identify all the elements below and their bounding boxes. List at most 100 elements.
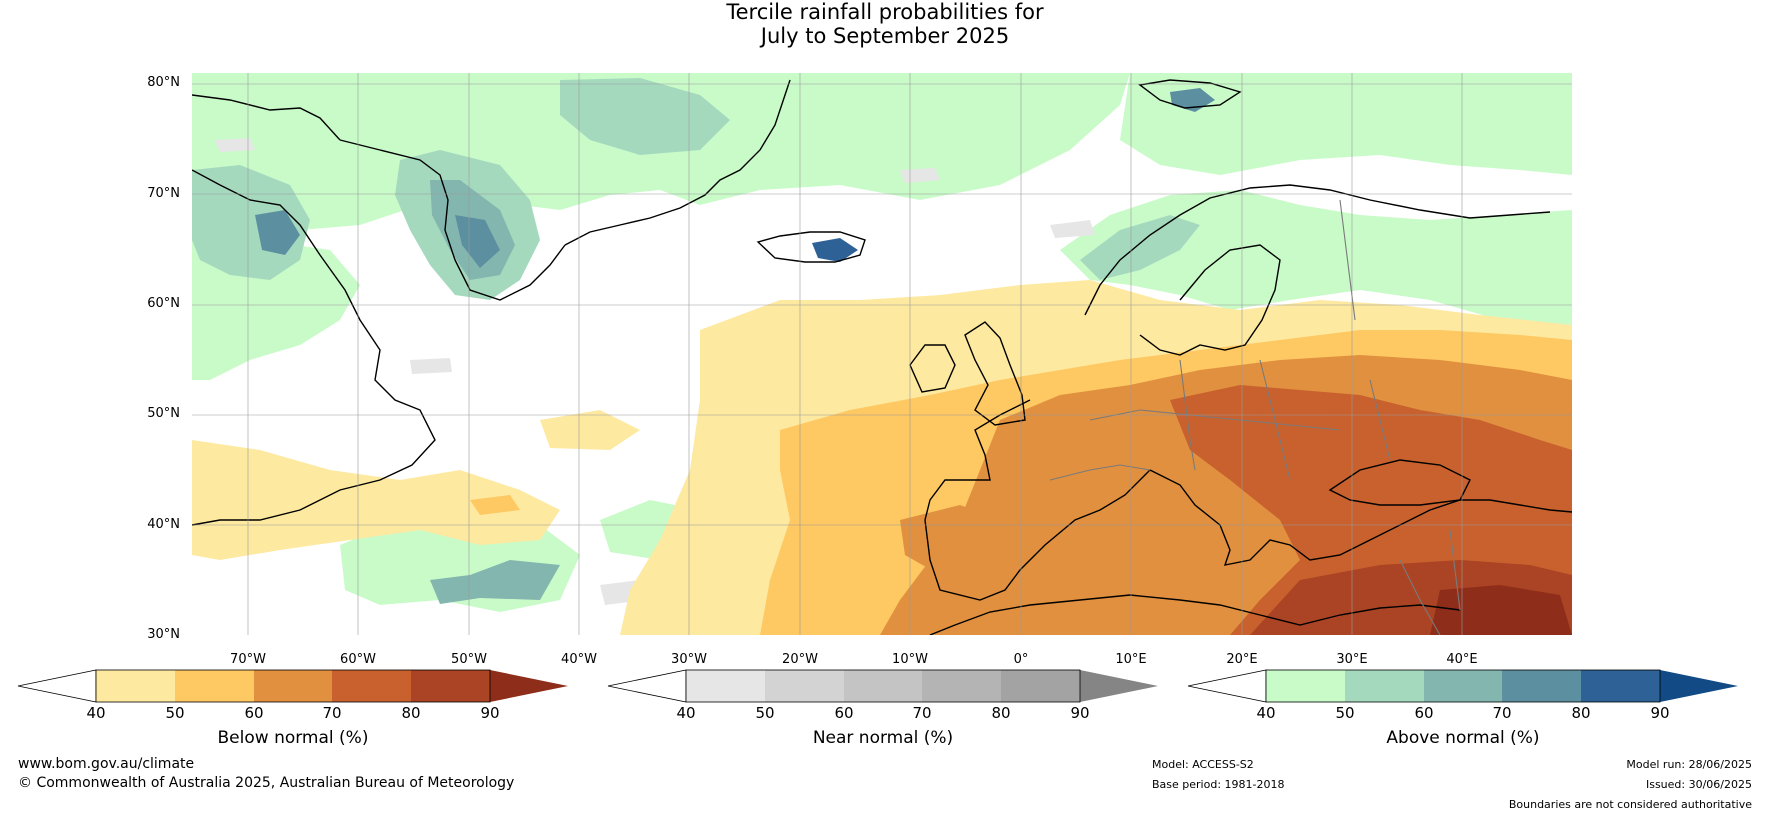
coastline-canada — [192, 169, 436, 526]
lat-label-60n: 60°N — [147, 296, 180, 311]
boundary-line — [1369, 379, 1391, 461]
colorbar-below-label: Below normal (%) — [217, 728, 369, 748]
colorbar-below-low-triangle — [17, 669, 97, 703]
colorbar-above-tick-70: 70 — [1492, 704, 1512, 722]
footer-model: Model: ACCESS-S2 — [1152, 758, 1254, 771]
colorbar-below-frame — [95, 669, 491, 703]
colorbar-near-bin-60-70 — [844, 670, 922, 702]
map-area — [192, 73, 1572, 635]
coastline-greenland-east — [564, 79, 791, 246]
colorbar-below-tick-60: 60 — [244, 704, 264, 722]
footer-model-run: Model run: 28/06/2025 — [1626, 758, 1752, 771]
colorbar-below-tick-70: 70 — [322, 704, 342, 722]
above-normal-iceland — [812, 238, 858, 262]
lat-label-30n: 30°N — [147, 627, 180, 642]
boundary-line — [1449, 529, 1461, 611]
coastline-ireland — [909, 344, 956, 393]
colorbar-near-tick-50: 50 — [755, 704, 775, 722]
above-normal-arctic-east — [1120, 73, 1572, 175]
above-normal-norway-coast — [1080, 215, 1200, 280]
colorbar-above-tick-80: 80 — [1571, 704, 1591, 722]
lon-label-20w: 20°W — [782, 652, 818, 667]
coastline-arctic-archipelago — [192, 94, 341, 141]
colorbar-near-normal — [607, 669, 1158, 703]
below-normal-patch — [540, 410, 640, 450]
below-normal-extreme — [1430, 585, 1572, 635]
lon-label-40w: 40°W — [561, 652, 597, 667]
above-normal-arctic-band — [192, 73, 1130, 255]
colorbar-below-high-triangle — [490, 670, 568, 702]
coastline-iceland — [756, 231, 866, 263]
map-title: Tercile rainfall probabilities for July … — [0, 0, 1770, 48]
lon-label-30e: 30°E — [1336, 652, 1368, 667]
boundary-line — [1049, 464, 1151, 481]
above-normal-greenland-core — [455, 215, 500, 268]
below-normal-regions — [192, 280, 1572, 635]
coastline-britain — [964, 321, 1026, 426]
lon-label-60w: 60°W — [340, 652, 376, 667]
above-normal-greenland-interior — [560, 78, 730, 155]
colorbar-below-bin-60-70 — [254, 670, 332, 702]
footer-copyright: © Commonwealth of Australia 2025, Austra… — [18, 775, 515, 791]
colorbar-above-bin-70-80 — [1502, 670, 1581, 702]
footer-website: www.bom.gov.au/climate — [18, 756, 195, 772]
colorbar-above-tick-60: 60 — [1414, 704, 1434, 722]
above-normal-atlantic-strong — [430, 560, 560, 604]
colorbar-near-bin-50-60 — [765, 670, 844, 702]
near-normal-patch — [215, 138, 255, 152]
colorbar-above-label: Above normal (%) — [1386, 728, 1540, 748]
lat-label-50n: 50°N — [147, 406, 180, 421]
footer-base-period: Base period: 1981-2018 — [1152, 778, 1285, 791]
below-normal-patch — [470, 495, 520, 515]
coastline-norway — [1084, 184, 1551, 316]
colorbar-near-tick-70: 70 — [912, 704, 932, 722]
coastline-greenland-west — [339, 139, 566, 301]
country-boundaries — [1049, 199, 1461, 635]
colorbar-near-label: Near normal (%) — [812, 728, 954, 748]
colorbar-above-bin-80-90 — [1581, 670, 1660, 702]
colorbar-near-frame — [685, 669, 1081, 703]
colorbar-near-tick-60: 60 — [834, 704, 854, 722]
colorbar-above-bin-60-70 — [1424, 670, 1502, 702]
coastline-continent-atlantic — [924, 399, 1151, 601]
colorbar-above-bin-50-60 — [1345, 670, 1424, 702]
title-line-2: July to September 2025 — [760, 24, 1010, 48]
footer-disclaimer: Boundaries are not considered authoritat… — [1508, 798, 1752, 811]
colorbar-near-bin-70-80 — [922, 670, 1001, 702]
lat-label-70n: 70°N — [147, 186, 180, 201]
colorbar-near-high-triangle — [1080, 670, 1158, 702]
footer-issued: Issued: 30/06/2025 — [1645, 778, 1752, 791]
graticule — [192, 73, 1572, 635]
below-normal-west-atlantic — [192, 440, 560, 560]
lon-label-20e: 20°E — [1226, 652, 1258, 667]
near-normal-patch — [1050, 220, 1095, 238]
colorbar-near-bin-40-50 — [686, 670, 765, 702]
colorbar-above-low-triangle — [1187, 669, 1267, 703]
lat-label-80n: 80°N — [147, 75, 180, 90]
colorbar-below-tick-40: 40 — [86, 704, 106, 722]
boundary-line — [1089, 409, 1341, 431]
colorbar-above-bin-40-50 — [1266, 670, 1345, 702]
lon-label-70w: 70°W — [230, 652, 266, 667]
boundary-line — [1399, 559, 1441, 635]
colorbar-below-bin-50-60 — [175, 670, 254, 702]
coastline-baltic — [1139, 244, 1281, 356]
colorbar-below-normal — [17, 669, 568, 703]
coastline-svalbard — [1138, 79, 1242, 109]
colorbar-above-tick-40: 40 — [1256, 704, 1276, 722]
lon-label-40e: 40°E — [1446, 652, 1478, 667]
lon-label-50w: 50°W — [451, 652, 487, 667]
lon-label-0: 0° — [1013, 652, 1029, 667]
colorbar-above-tick-50: 50 — [1335, 704, 1355, 722]
colorbar-below-bin-70-80 — [332, 670, 411, 702]
colorbar-below-tick-90: 90 — [480, 704, 500, 722]
colorbar-above-tick-90: 90 — [1650, 704, 1670, 722]
colorbar-near-tick-90: 90 — [1070, 704, 1090, 722]
title-line-1: Tercile rainfall probabilities for — [726, 0, 1044, 24]
colorbar-near-low-triangle — [607, 669, 687, 703]
colorbar-above-frame — [1265, 669, 1661, 703]
colorbar-below-tick-50: 50 — [165, 704, 185, 722]
lon-label-10e: 10°E — [1115, 652, 1147, 667]
coastline-black-sea — [1328, 459, 1471, 506]
